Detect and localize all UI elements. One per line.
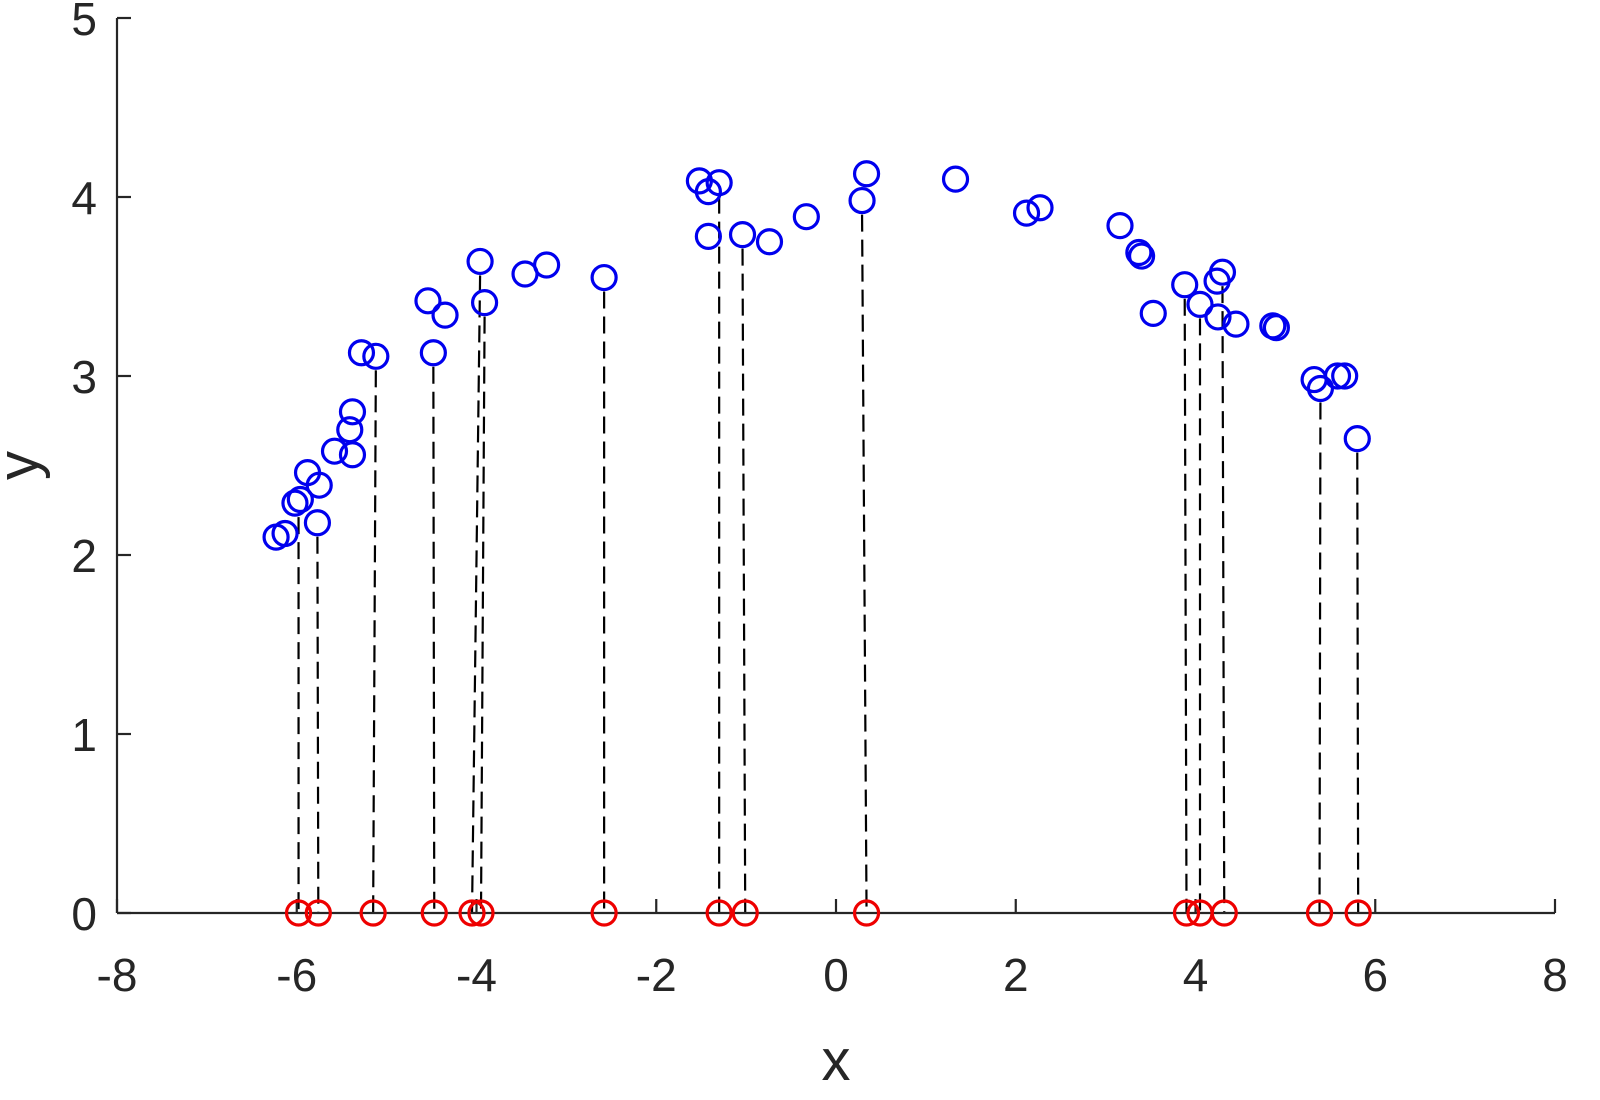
data-point [1323,362,1352,390]
x-ticks: -8 -6 -4 -2 0 2 4 6 8 [97,899,1568,1001]
data-point [1125,238,1153,267]
drop-line [1318,402,1322,914]
projected-point [1172,899,1201,927]
data-point [852,160,881,188]
y-ticks: 0 1 2 3 4 5 [71,0,131,940]
projected-point [590,899,618,927]
data-point [303,509,332,537]
projected-point [458,899,486,927]
data-point [1208,258,1237,286]
data-point [305,471,333,499]
data-points [262,160,1372,927]
y-tick-label: 1 [71,709,97,761]
y-tick-label: 3 [71,351,97,403]
data-point [1186,290,1214,318]
drop-line [372,370,377,914]
drop-line [1183,298,1188,914]
data-point [1139,299,1167,327]
data-point [755,228,784,256]
data-point [590,263,618,292]
axes [115,18,1555,915]
projected-point [284,899,313,927]
data-point [347,339,376,367]
x-tick-label: 2 [1003,949,1029,1001]
projected-point [731,899,759,927]
data-point [470,289,499,317]
drop-line [316,536,320,914]
y-tick-label: 2 [71,530,97,582]
data-point [338,441,367,469]
drop-line [470,275,482,914]
data-point [1106,212,1134,240]
y-tick-label: 5 [71,0,97,45]
projected-point [359,899,387,927]
data-point [1222,310,1250,338]
data-point [1204,303,1232,331]
projected-point [467,899,495,927]
data-point [694,222,722,250]
drop-line [860,214,868,914]
data-point [533,251,561,279]
x-tick-label: 4 [1183,949,1209,1001]
x-tick-label: 6 [1362,949,1388,1001]
data-point [320,437,349,465]
projected-point [304,899,332,927]
data-point [338,398,367,426]
data-point [281,489,309,517]
projected-point [1305,899,1334,927]
data-point [1171,271,1199,299]
projected-point [852,899,881,927]
drop-line [479,316,486,914]
data-point [1331,362,1359,390]
data-point [792,203,820,231]
data-point [431,301,459,329]
data-point [1026,194,1054,222]
projected-point [1344,899,1372,927]
data-point [705,169,733,197]
drop-lines [297,196,1360,914]
x-tick-label: 0 [823,949,849,1001]
data-point [286,485,314,514]
data-point [466,247,494,276]
projected-point [705,899,733,927]
projected-point [1210,899,1238,927]
x-axis-title: x [822,1028,851,1093]
data-point [1262,314,1290,342]
data-point [1343,425,1371,453]
drop-line [741,248,747,914]
data-point [271,519,299,548]
x-tick-label: 8 [1542,949,1568,1001]
data-point [414,287,442,315]
x-tick-label: -8 [97,949,138,1001]
y-axis-title: y [0,451,51,480]
data-point [419,339,447,367]
data-point [941,165,970,193]
data-point [1012,199,1041,227]
y-tick-label: 4 [71,172,97,224]
drop-line [432,366,436,914]
drop-line [1221,286,1226,914]
projected-point [420,899,448,927]
x-tick-label: -2 [636,949,677,1001]
drop-line [1356,452,1360,914]
x-tick-label: -6 [276,949,317,1001]
data-point [1127,242,1156,270]
x-tick-label: -4 [456,949,497,1001]
data-point [728,220,757,249]
data-point [848,186,876,215]
y-tick-label: 0 [71,888,97,940]
data-point [362,342,390,370]
